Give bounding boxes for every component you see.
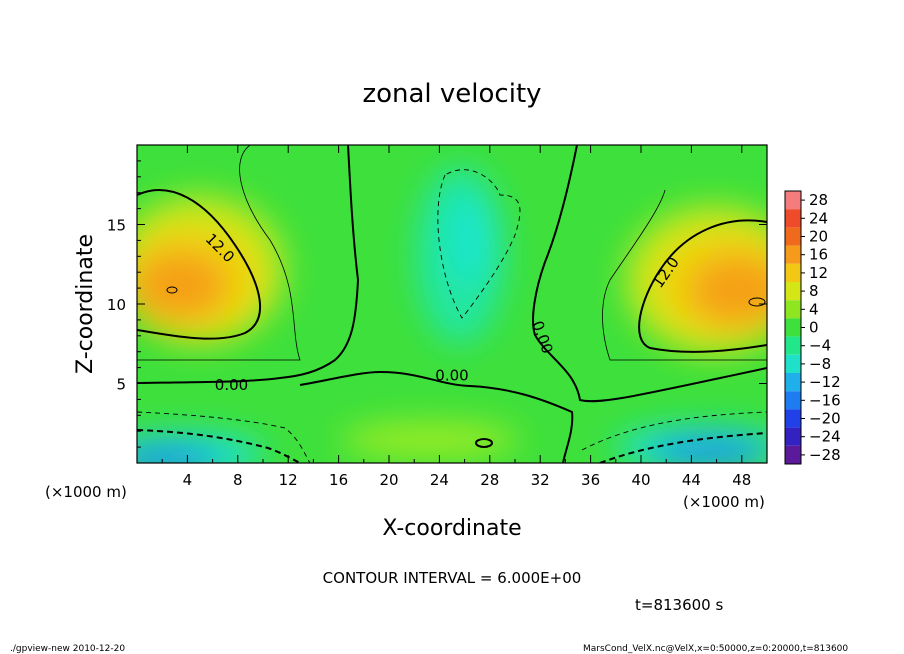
colorbar-label: −16 xyxy=(809,391,841,409)
y-ticks: 5 10 15 xyxy=(107,160,767,448)
time-label: t=813600 s xyxy=(635,596,723,614)
colorbar-label: −12 xyxy=(809,373,841,391)
y-tick-label: 5 xyxy=(116,376,126,394)
colorbar-swatch xyxy=(785,282,801,301)
contour-loop-small xyxy=(475,438,493,448)
contour-neg-bottom-right xyxy=(599,432,767,463)
colorbar-label: 16 xyxy=(809,246,828,264)
contour-label: 0.00 xyxy=(435,366,468,384)
x-tick-label: 16 xyxy=(329,471,348,489)
x-tick-label: 12 xyxy=(279,471,298,489)
colorbar-label: 20 xyxy=(809,228,828,246)
colorbar-swatch xyxy=(785,409,801,428)
contour-0-lower xyxy=(299,370,574,463)
x-tick-label: 36 xyxy=(581,471,600,489)
y-tick-label: 15 xyxy=(107,217,126,235)
contour-label: 0.00 xyxy=(215,376,248,394)
colorbar-label: 8 xyxy=(809,282,819,300)
x-unit-label: (×1000 m) xyxy=(683,493,765,511)
x-tick-label: 24 xyxy=(430,471,449,489)
x-tick-label: 4 xyxy=(183,471,193,489)
colorbar-swatch xyxy=(785,427,801,446)
colorbar-swatch xyxy=(785,445,801,464)
contour-12-left xyxy=(137,189,261,340)
colorbar-swatch xyxy=(785,227,801,246)
colorbar-label: −24 xyxy=(809,428,841,446)
footer-right: MarsCond_VelX.nc@VelX,x=0:50000,z=0:2000… xyxy=(583,644,848,654)
colorbar-swatch xyxy=(785,191,801,210)
x-tick-label: 48 xyxy=(732,471,751,489)
colorbar-swatch xyxy=(785,391,801,410)
colorbar-swatch xyxy=(785,336,801,355)
x-axis-label: X-coordinate xyxy=(382,516,521,541)
y-axis-label: Z-coordinate xyxy=(73,234,98,374)
colorbar-label: 28 xyxy=(809,191,828,209)
y-tick-label: 10 xyxy=(107,296,126,314)
colorbar-swatch xyxy=(785,373,801,392)
contour-neg-bottom-right-2 xyxy=(581,411,767,451)
contour-label-text: 0.00 xyxy=(435,366,468,384)
contour-label-text: 0.00 xyxy=(215,376,248,394)
colorbar-swatch xyxy=(785,300,801,319)
contour-0-right xyxy=(532,145,767,403)
colorbar-label: 12 xyxy=(809,264,828,282)
colorbar-swatch xyxy=(785,354,801,373)
colorbar-swatch xyxy=(785,263,801,282)
colorbar-label: −20 xyxy=(809,410,841,428)
x-tick-label: 32 xyxy=(531,471,550,489)
colorbar-label: 24 xyxy=(809,209,828,227)
x-tick-label: 40 xyxy=(631,471,650,489)
chart-title: zonal velocity xyxy=(362,79,541,109)
colorbar-label: −4 xyxy=(809,337,831,355)
heatmap-field xyxy=(137,145,767,463)
colorbar-swatch xyxy=(785,209,801,228)
contour-12-right xyxy=(638,219,767,353)
contour-interval-text: CONTOUR INTERVAL = 6.000E+00 xyxy=(323,569,582,587)
contour-0-left xyxy=(137,145,360,384)
contour-neg-bottom-left-2 xyxy=(137,411,311,463)
colorbar-label: −28 xyxy=(809,446,841,464)
contour-lines xyxy=(137,145,767,463)
footer-left: ./gpview-new 2010-12-20 xyxy=(10,644,125,654)
contour-loop-left-max xyxy=(166,286,178,294)
contour-6-right xyxy=(602,189,767,361)
colorbar-label: 4 xyxy=(809,300,819,318)
x-ticks: 4 8 12 16 20 24 28 32 36 40 44 48 xyxy=(161,145,751,489)
x-tick-label: 44 xyxy=(682,471,701,489)
x-tick-label: 20 xyxy=(379,471,398,489)
contour-loop-right-max xyxy=(748,297,766,307)
x-tick-label: 28 xyxy=(480,471,499,489)
x-tick-label: 8 xyxy=(233,471,243,489)
contour-neg-center xyxy=(437,169,521,319)
y-unit-label: (×1000 m) xyxy=(45,483,127,501)
colorbar-label: 0 xyxy=(809,319,819,337)
colorbar-swatch xyxy=(785,318,801,337)
colorbar-label: −8 xyxy=(809,355,831,373)
colorbar-swatch xyxy=(785,245,801,264)
contour-6 xyxy=(137,145,301,361)
